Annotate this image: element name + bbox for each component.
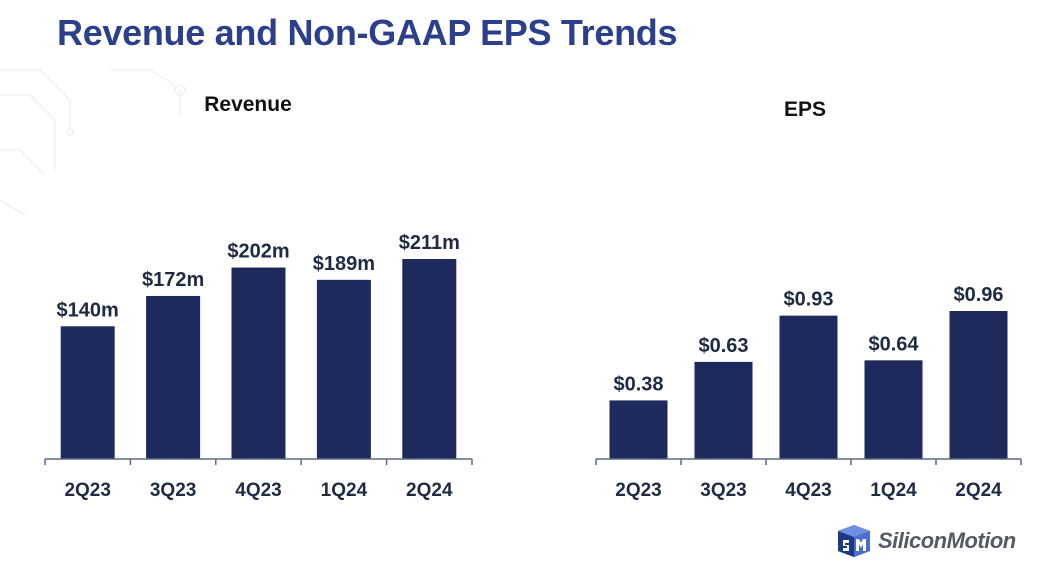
logo-text: SiliconMotion bbox=[878, 528, 1016, 553]
eps-bar bbox=[949, 311, 1008, 459]
eps-data-label: $0.64 bbox=[868, 333, 919, 355]
revenue-bar bbox=[146, 295, 201, 459]
revenue-bar bbox=[231, 267, 286, 459]
eps-chart: EPS $0.38 2Q23 $0.63 3Q23 $0.93 4Q23 $0.64 1Q24 $… bbox=[595, 98, 1022, 501]
revenue-x-tick-label: 2Q23 bbox=[64, 480, 110, 501]
eps-bar bbox=[694, 361, 753, 459]
eps-data-label: $0.96 bbox=[953, 284, 1003, 306]
revenue-bar bbox=[60, 326, 115, 459]
eps-x-tick-label: 2Q23 bbox=[615, 480, 661, 501]
eps-data-label: $0.93 bbox=[783, 289, 833, 311]
silicon-motion-logo-icon bbox=[838, 525, 870, 557]
eps-x-tick-label: 3Q23 bbox=[700, 480, 746, 501]
revenue-bar bbox=[402, 259, 457, 459]
eps-x-tick-label: 4Q23 bbox=[785, 480, 831, 501]
silicon-motion-logo: SiliconMotion bbox=[834, 521, 1034, 561]
eps-data-label: $0.63 bbox=[698, 335, 748, 357]
revenue-chart-title: Revenue bbox=[204, 93, 292, 116]
revenue-data-label: $140m bbox=[57, 299, 119, 321]
revenue-x-tick-label: 4Q23 bbox=[235, 480, 281, 501]
eps-x-tick-label: 2Q24 bbox=[955, 480, 1002, 501]
eps-chart-title: EPS bbox=[784, 98, 826, 121]
revenue-data-label: $202m bbox=[227, 241, 289, 263]
eps-bar bbox=[779, 315, 838, 459]
revenue-x-tick-label: 3Q23 bbox=[150, 480, 196, 501]
revenue-x-tick-label: 2Q24 bbox=[406, 480, 453, 501]
revenue-data-label: $172m bbox=[142, 269, 204, 291]
revenue-bar bbox=[316, 279, 371, 459]
revenue-x-tick-label: 1Q24 bbox=[321, 480, 368, 501]
slide-title: Revenue and Non-GAAP EPS Trends bbox=[57, 12, 678, 53]
revenue-data-label: $189m bbox=[313, 253, 375, 275]
eps-bar bbox=[864, 360, 923, 459]
revenue-chart: Revenue $140m 2Q23 $172m 3Q23 $202m 4Q23 $189m 1… bbox=[44, 93, 473, 501]
eps-data-label: $0.38 bbox=[613, 373, 663, 395]
eps-x-tick-label: 1Q24 bbox=[870, 480, 917, 501]
revenue-data-label: $211m bbox=[399, 232, 460, 254]
eps-bar bbox=[609, 400, 668, 459]
